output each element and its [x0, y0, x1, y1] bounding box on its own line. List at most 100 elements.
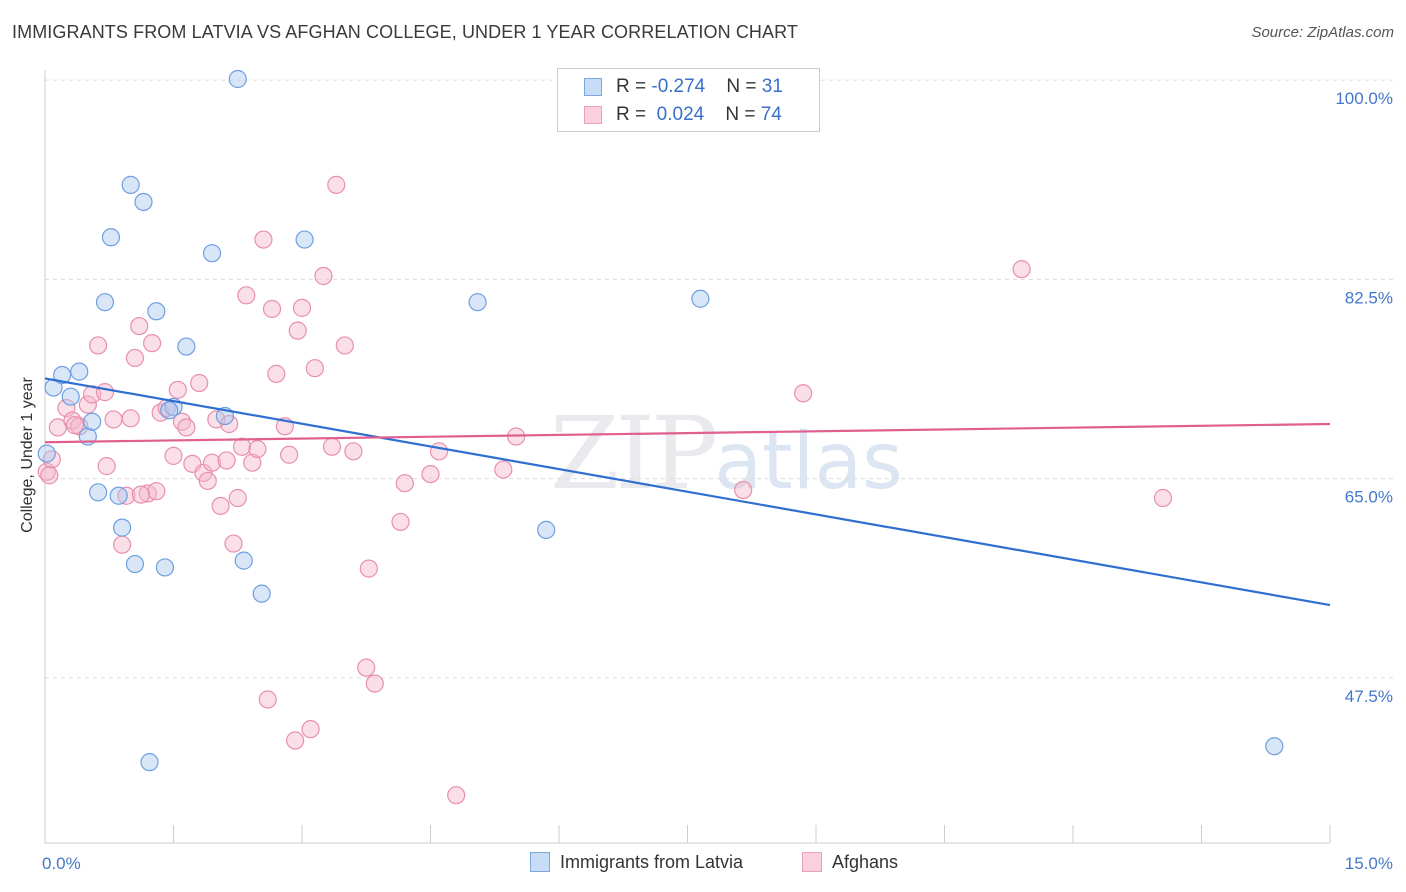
- data-point: [267, 364, 286, 383]
- data-point: [322, 437, 342, 456]
- data-point: [177, 418, 196, 437]
- data-point: [344, 442, 363, 461]
- tick-labels: 47.5% 65.0% 82.5% 100.0% 0.0% 15.0%: [42, 89, 1393, 873]
- data-point: [734, 480, 753, 500]
- grid-lines: [45, 79, 1393, 679]
- n-value: 31: [761, 76, 783, 97]
- data-point: [117, 486, 136, 505]
- data-point: [234, 551, 253, 570]
- data-point: [258, 690, 277, 709]
- data-point: [140, 753, 159, 772]
- r-label: R =: [616, 76, 652, 97]
- data-point: [155, 558, 175, 577]
- data-point: [429, 442, 449, 461]
- bottom-legend-label-afghans: Afghans: [832, 852, 899, 872]
- data-point: [131, 485, 151, 504]
- chart-title: IMMIGRANTS FROM LATVIA VS AFGHAN COLLEGE…: [12, 22, 799, 42]
- data-point: [468, 293, 487, 312]
- data-point: [537, 520, 556, 539]
- data-point: [104, 410, 123, 429]
- data-point: [301, 720, 320, 739]
- data-point: [42, 450, 61, 469]
- bottom-legend-swatch-afghans: [802, 852, 822, 872]
- data-point: [1012, 260, 1031, 279]
- stats-legend: R = -0.274 N = 31 R = 0.024 N = 74: [557, 68, 820, 132]
- data-point: [101, 228, 121, 247]
- trend-line: [44, 377, 1331, 607]
- data-point: [224, 534, 243, 553]
- data-point: [97, 457, 116, 476]
- data-point: [147, 482, 166, 501]
- bottom-legend-latvia: Immigrants from Latvia: [530, 852, 743, 873]
- data-point: [286, 731, 305, 750]
- data-point: [365, 674, 384, 693]
- data-point: [168, 380, 187, 399]
- data-point: [295, 230, 314, 249]
- data-point: [130, 316, 149, 336]
- data-points: [37, 69, 1284, 805]
- data-point: [89, 336, 108, 355]
- data-point: [78, 395, 97, 414]
- n-value: 74: [760, 104, 782, 125]
- legend-swatch-afghans: [584, 106, 602, 124]
- data-point: [160, 401, 179, 420]
- bottom-legend-label-latvia: Immigrants from Latvia: [560, 852, 744, 872]
- data-point: [134, 192, 153, 212]
- n-label: N =: [725, 104, 761, 125]
- data-point: [232, 437, 252, 456]
- legend-text-afghans: R = 0.024 N = 74: [616, 104, 782, 126]
- data-point: [335, 336, 354, 355]
- data-point: [190, 373, 209, 393]
- data-point: [211, 496, 230, 516]
- y-tick-label: 100.0%: [1335, 89, 1393, 108]
- data-point: [248, 439, 267, 459]
- data-point: [494, 460, 513, 479]
- data-point: [40, 466, 59, 485]
- r-label: R =: [616, 104, 652, 125]
- r-value: -0.274: [651, 76, 706, 97]
- data-point: [292, 298, 312, 317]
- data-point: [1153, 488, 1173, 508]
- data-point: [89, 483, 108, 502]
- data-point: [177, 337, 196, 356]
- data-point: [70, 362, 89, 381]
- r-value: 0.024: [656, 104, 705, 125]
- data-point: [357, 658, 376, 677]
- legend-text-latvia: R = -0.274 N = 31: [616, 76, 783, 98]
- bottom-legend-afghans: Afghans: [802, 852, 898, 873]
- data-point: [61, 387, 80, 406]
- y-tick-label: 82.5%: [1345, 288, 1393, 307]
- data-point: [142, 334, 162, 353]
- data-point: [125, 554, 145, 574]
- y-axis-label: College, Under 1 year: [19, 377, 36, 533]
- data-point: [95, 383, 115, 402]
- data-point: [198, 471, 217, 491]
- data-point: [280, 445, 299, 464]
- data-point: [252, 584, 271, 603]
- legend-swatch-latvia: [584, 78, 602, 96]
- bottom-legend-swatch-latvia: [530, 852, 550, 872]
- data-point: [95, 293, 115, 312]
- x-tick-label: 15.0%: [1345, 854, 1393, 873]
- trend-line: [44, 422, 1331, 444]
- data-point: [262, 299, 282, 319]
- data-point: [359, 559, 378, 578]
- trend-lines: [44, 377, 1331, 607]
- data-point: [202, 453, 222, 472]
- data-point: [83, 412, 102, 431]
- data-point: [243, 453, 262, 472]
- y-tick-label: 47.5%: [1345, 687, 1393, 706]
- x-tick-label: 0.0%: [42, 854, 81, 873]
- data-point: [447, 786, 466, 805]
- data-point: [237, 286, 256, 305]
- data-point: [121, 409, 140, 428]
- data-point: [391, 512, 410, 532]
- data-point: [217, 451, 236, 470]
- data-point: [327, 175, 346, 194]
- data-point: [228, 69, 247, 89]
- data-point: [164, 446, 183, 465]
- data-point: [794, 384, 813, 403]
- y-tick-label: 65.0%: [1345, 488, 1393, 507]
- data-point: [228, 488, 247, 508]
